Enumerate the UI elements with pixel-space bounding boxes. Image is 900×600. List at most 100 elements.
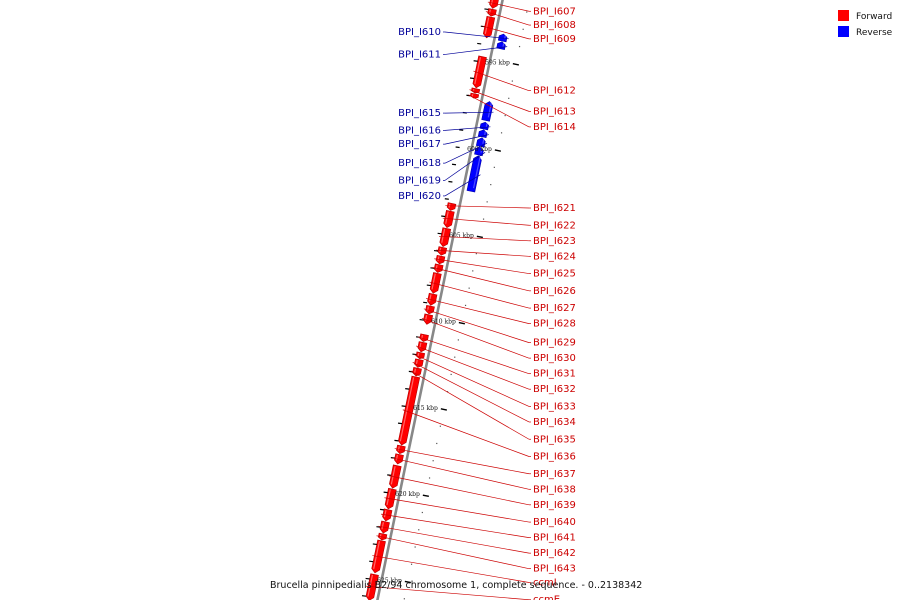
- right-grid-dash: [405, 388, 410, 390]
- gene-label: BPI_I617: [398, 139, 441, 150]
- gene-arrow-highlight: [381, 522, 384, 530]
- leader-line: [414, 354, 530, 407]
- leader-line: [394, 448, 530, 475]
- leader-line: [444, 126, 491, 131]
- right-grid-dash: [387, 474, 392, 476]
- scale-tick: [458, 321, 465, 325]
- leader-line: [487, 1, 530, 12]
- right-grid-dash: [430, 267, 435, 269]
- gene-label: BPI_I641: [533, 533, 576, 544]
- gene-label: ccmI: [533, 577, 557, 588]
- gene-arrow: [439, 227, 452, 247]
- gene-arrow-highlight: [367, 574, 374, 597]
- leader-line: [388, 475, 530, 506]
- scale-tick-label: 620 kbp: [395, 491, 420, 498]
- gene-label: BPI_I628: [533, 319, 576, 330]
- gene-arrow-highlight: [472, 156, 481, 189]
- leader-line: [442, 217, 530, 226]
- gene-arrow: [415, 351, 426, 360]
- leader-line: [444, 46, 508, 55]
- sequence-caption: Brucella pinnipedialis B2/94 chromosome …: [270, 580, 642, 591]
- leader-line: [372, 555, 530, 583]
- right-grid-dash: [423, 301, 428, 304]
- scale-minor-tick: [421, 511, 423, 514]
- leader-line: [438, 235, 530, 242]
- legend-forward-swatch: [838, 10, 849, 21]
- gene-label: BPI_I624: [533, 251, 576, 262]
- right-grid-dash: [383, 491, 388, 494]
- scale-minor-tick: [500, 132, 503, 134]
- scale-tick-label: 600 kbp: [467, 146, 492, 153]
- scale-minor-tick: [436, 442, 438, 445]
- scale-minor-tick: [522, 28, 524, 30]
- gene-label: BPI_I639: [533, 500, 576, 511]
- scale-tick-label: 625 kbp: [377, 577, 402, 584]
- scale-minor-tick: [464, 304, 467, 307]
- scale-minor-tick: [450, 373, 452, 376]
- right-grid-dash: [444, 198, 449, 200]
- right-grid-dash: [379, 508, 385, 511]
- scale-minor-tick: [475, 253, 477, 255]
- leader-line: [482, 25, 530, 40]
- gene-arrow-highlight: [415, 359, 418, 365]
- leader-line: [445, 205, 530, 209]
- gene-label: BPI_I636: [533, 452, 576, 463]
- gene-label: BPI_I642: [533, 548, 576, 559]
- gene-arrow-highlight: [386, 489, 391, 506]
- right-grid-dash: [455, 146, 460, 149]
- leader-line: [473, 70, 530, 91]
- scale-minor-tick: [493, 166, 495, 168]
- scale-tick-label: 605 kbp: [449, 232, 474, 239]
- scale-tick: [476, 235, 483, 239]
- right-grid-dash: [477, 42, 482, 45]
- gene-arrow-highlight: [485, 123, 488, 128]
- sequence-backbone: [376, 0, 504, 600]
- leader-line: [380, 513, 530, 538]
- leader-line: [444, 111, 494, 114]
- gene-label: BPI_I615: [398, 108, 441, 119]
- right-grid-dash: [448, 180, 453, 183]
- scale-minor-tick: [403, 598, 405, 600]
- gene-arrow-highlight: [487, 102, 492, 118]
- scale-minor-tick: [508, 97, 510, 99]
- legend-reverse-swatch: [838, 26, 849, 37]
- gene-label: BPI_I618: [398, 158, 441, 169]
- gene-arrow-highlight: [395, 454, 399, 461]
- gene-label: BPI_I626: [533, 286, 576, 297]
- gene-arrow: [496, 41, 506, 50]
- gene-arrow-highlight: [417, 353, 420, 357]
- gene-label: BPI_I608: [533, 20, 576, 31]
- leader-line: [444, 174, 481, 197]
- gene-label: ccmE: [533, 595, 560, 600]
- gene-arrow-highlight: [480, 148, 483, 153]
- leader-line: [365, 585, 530, 600]
- gene-arrow-highlight: [441, 228, 446, 243]
- scale-minor-tick: [490, 184, 492, 186]
- leader-line: [468, 94, 530, 128]
- scale-tick: [440, 408, 447, 411]
- right-grid-dash: [397, 422, 403, 425]
- gene-label: BPI_I619: [398, 175, 441, 186]
- legend: Forward Reverse: [838, 10, 893, 38]
- gene-arrow-highlight: [373, 541, 381, 570]
- gene-arrow: [446, 202, 457, 211]
- scale-minor-tick: [511, 80, 513, 82]
- legend-reverse-label: Reverse: [856, 28, 893, 38]
- scale-minor-tick: [482, 218, 485, 220]
- scale-tick: [422, 494, 429, 498]
- right-grid-dash: [437, 232, 442, 235]
- gene-arrow-highlight: [413, 368, 417, 374]
- right-grid-dash: [484, 8, 489, 11]
- gene-label: BPI_I631: [533, 369, 576, 380]
- scale-minor-tick: [428, 477, 431, 479]
- gene-label: BPI_I610: [398, 27, 441, 38]
- leader-line: [412, 361, 530, 423]
- right-grid-dash: [376, 526, 381, 528]
- leader-line: [485, 11, 530, 26]
- right-grid-dash: [369, 560, 374, 563]
- scale-tick-label: 610 kbp: [431, 319, 456, 326]
- gene-arrow-highlight: [484, 131, 487, 135]
- right-grid-dash: [401, 405, 406, 407]
- leader-line: [417, 336, 530, 375]
